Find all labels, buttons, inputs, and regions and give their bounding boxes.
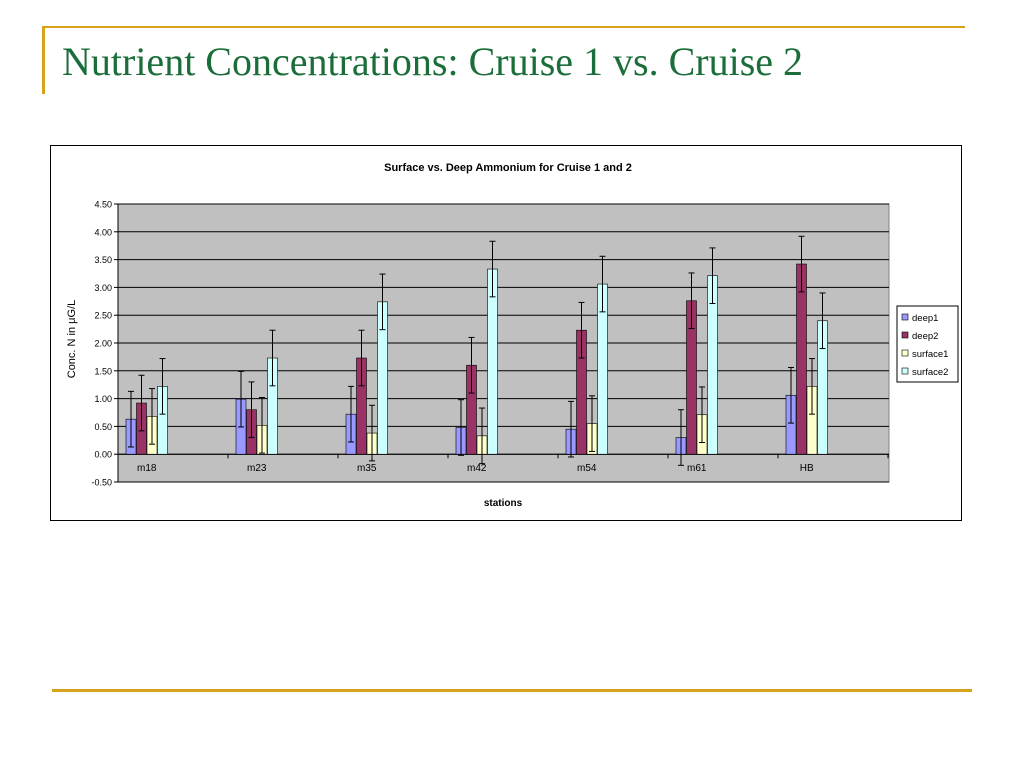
y-tick-label: -0.50 — [91, 478, 112, 488]
y-tick-label: 0.00 — [94, 450, 112, 460]
chart-title: Surface vs. Deep Ammonium for Cruise 1 a… — [384, 162, 632, 174]
legend-swatch-surface2 — [901, 367, 909, 375]
legend-swatch-surface1 — [901, 349, 909, 357]
y-tick-label: 3.00 — [94, 283, 112, 293]
x-tick-label: m54 — [577, 463, 597, 474]
legend-swatch-deep2 — [901, 331, 909, 339]
y-tick-label: 4.50 — [94, 200, 112, 210]
chart-frame: Surface vs. Deep Ammonium for Cruise 1 a… — [50, 145, 962, 521]
slide-title: Nutrient Concentrations: Cruise 1 vs. Cr… — [62, 39, 804, 84]
legend-label-surface1: surface1 — [912, 349, 948, 360]
y-axis-label-prefix: Conc. N in — [66, 324, 78, 378]
ammonium-bar-chart: Surface vs. Deep Ammonium for Cruise 1 a… — [66, 162, 959, 509]
legend-label-deep2: deep2 — [912, 331, 938, 342]
x-tick-label: m42 — [467, 463, 487, 474]
accent-bottom-rule — [52, 689, 972, 692]
y-tick-label: 1.00 — [94, 394, 112, 404]
y-tick-label: 3.50 — [94, 255, 112, 265]
legend-label-deep1: deep1 — [912, 313, 938, 324]
y-tick-label: 2.50 — [94, 311, 112, 321]
x-tick-label: m23 — [247, 463, 267, 474]
x-axis-label: stations — [484, 498, 523, 509]
y-axis-label-unit: μG/L — [66, 300, 78, 324]
legend-label-surface2: surface2 — [912, 367, 948, 378]
accent-vertical-bar — [42, 26, 45, 94]
y-tick-label: 2.00 — [94, 339, 112, 349]
x-tick-label: HB — [800, 463, 814, 474]
x-tick-label: m61 — [687, 463, 707, 474]
legend-swatch-deep1 — [901, 313, 909, 321]
accent-top-rule — [45, 26, 965, 28]
y-axis-label: Conc. N in μG/L — [66, 300, 78, 379]
y-tick-label: 0.50 — [94, 422, 112, 432]
x-tick-label: m35 — [357, 463, 377, 474]
y-tick-label: 4.00 — [94, 227, 112, 237]
y-tick-label: 1.50 — [94, 366, 112, 376]
x-tick-label: m18 — [137, 463, 157, 474]
bar-deep2-HB — [796, 263, 807, 455]
